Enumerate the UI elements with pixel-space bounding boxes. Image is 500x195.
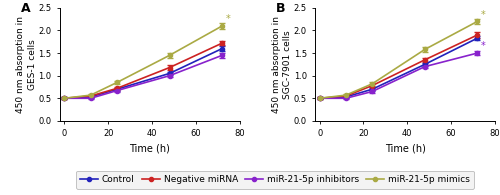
Text: *: * (481, 10, 486, 20)
X-axis label: Time (h): Time (h) (384, 144, 426, 154)
Text: B: B (276, 2, 285, 15)
Text: A: A (20, 2, 30, 15)
Text: *: * (481, 41, 486, 51)
Y-axis label: 450 nm absorption in
GES-1 cells: 450 nm absorption in GES-1 cells (16, 16, 37, 113)
Legend: Control, Negative miRNA, miR-21-5p inhibitors, miR-21-5p mimics: Control, Negative miRNA, miR-21-5p inhib… (76, 170, 474, 189)
X-axis label: Time (h): Time (h) (130, 144, 170, 154)
Text: *: * (226, 14, 230, 24)
Y-axis label: 450 nm absorption in
SGC-7901 cells: 450 nm absorption in SGC-7901 cells (272, 16, 292, 113)
